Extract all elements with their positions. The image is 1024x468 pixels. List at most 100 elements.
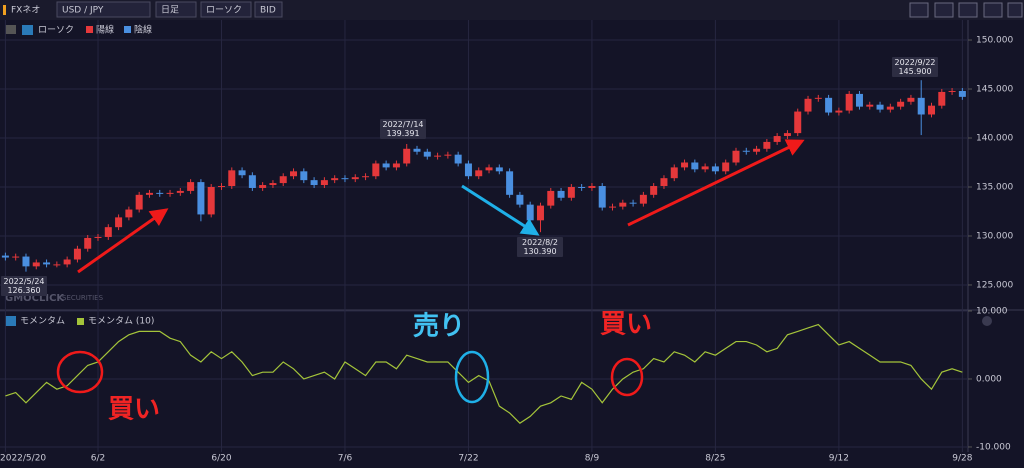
legend-swatch [77, 318, 84, 325]
candle-body [917, 97, 925, 115]
candle-body [115, 217, 123, 228]
candle-body [886, 106, 894, 110]
candle-body [639, 194, 647, 204]
price-type[interactable]: BID [260, 6, 276, 16]
signal-label: 買い [108, 395, 160, 425]
candle-body [732, 150, 740, 163]
candle-body [866, 104, 874, 107]
candle-body [753, 148, 761, 152]
legend-down: 陰線 [134, 24, 152, 36]
y-tick-label: 145.000 [976, 85, 1013, 95]
legend-up: 陽線 [96, 24, 114, 36]
candle-body [22, 256, 30, 267]
candle-body [145, 192, 153, 195]
x-tick-label: 9/28 [952, 454, 972, 464]
candle-body [372, 163, 380, 177]
candle-body [660, 178, 668, 187]
candle-body [876, 104, 884, 110]
candle-body [578, 186, 586, 188]
momentum-line [5, 323, 963, 424]
candle-body [331, 178, 339, 181]
chart-style[interactable]: ローソク [206, 5, 242, 16]
x-tick-label: 6/2 [91, 454, 105, 464]
candle-body [773, 136, 781, 142]
y-tick-label: 150.000 [976, 36, 1013, 46]
candle-body [84, 237, 92, 249]
candle-body [670, 167, 678, 179]
legend-toggle[interactable] [22, 25, 33, 35]
candle-body [691, 162, 699, 170]
legend-series: モメンタム (10) [88, 316, 154, 327]
annotation-price: 139.391 [386, 129, 419, 138]
candle-body [63, 259, 71, 265]
candle-body [43, 262, 51, 265]
candle-body [176, 190, 184, 193]
symbol[interactable]: USD / JPY [62, 6, 104, 16]
annotation-date: 2022/9/22 [894, 58, 935, 67]
legend-swatch-up [86, 26, 93, 33]
candle-body [619, 202, 627, 207]
candle-body [783, 133, 791, 137]
candle-body [845, 93, 853, 111]
x-tick-label: 6/20 [211, 454, 231, 464]
x-tick-label: 7/6 [338, 454, 353, 464]
candle-body [557, 190, 565, 198]
candle-body [351, 177, 359, 180]
annotation-box [517, 237, 563, 257]
candle-body [742, 150, 750, 152]
tool-button[interactable] [909, 2, 929, 18]
candle-body [290, 171, 298, 177]
candle-body [506, 171, 514, 195]
trend-arrow [461, 184, 540, 236]
period[interactable]: 日足 [161, 5, 179, 16]
annotation-box [892, 57, 938, 77]
style-select[interactable] [200, 1, 252, 18]
candle-body [310, 180, 318, 186]
candle-body [166, 192, 174, 194]
candle-body [825, 97, 833, 113]
candle-body [804, 98, 812, 112]
legend-toggle[interactable] [5, 316, 16, 326]
tool-button[interactable] [983, 2, 1003, 18]
candle-body [650, 186, 658, 195]
candle-body [629, 202, 637, 204]
candle-body [485, 167, 493, 171]
candle-body [403, 148, 411, 164]
signal-circle [56, 350, 104, 394]
candle-body [948, 90, 956, 92]
x-tick-label: 2022/5/20 [0, 454, 46, 464]
candle-body [547, 190, 555, 206]
candle-body [300, 171, 308, 181]
candle-body [125, 209, 133, 218]
y-tick-label: 125.000 [976, 280, 1013, 290]
trend-arrow [627, 139, 805, 227]
x-tick-label: 8/25 [705, 454, 725, 464]
candle-body [588, 186, 596, 188]
price-type-select[interactable] [254, 1, 283, 18]
brand: FXネオ [11, 5, 40, 16]
candle-body [897, 101, 905, 107]
indicator-title: モメンタム [20, 316, 65, 327]
tool-button[interactable] [958, 2, 978, 18]
close-button[interactable] [982, 316, 992, 326]
candle-body [279, 176, 287, 184]
y-tick-label: 140.000 [976, 134, 1013, 144]
candle-body [53, 264, 61, 266]
candle-body [73, 248, 81, 260]
candle-body [135, 194, 143, 210]
tool-button[interactable] [934, 2, 954, 18]
symbol-select[interactable] [56, 1, 151, 18]
tool-button[interactable] [1007, 2, 1023, 18]
y-tick-label: 130.000 [976, 231, 1013, 241]
candle-body [444, 154, 452, 156]
candle-body [794, 111, 802, 134]
period-select[interactable] [155, 1, 197, 18]
candle-body [423, 151, 431, 157]
candle-body [156, 192, 164, 194]
candle-body [187, 182, 195, 191]
signal-label: 買い [600, 310, 652, 340]
y-tick-label: 10.000 [976, 306, 1008, 316]
candle-body [341, 178, 349, 180]
signal-label: 売り [413, 312, 465, 342]
toolbar [0, 0, 1024, 20]
